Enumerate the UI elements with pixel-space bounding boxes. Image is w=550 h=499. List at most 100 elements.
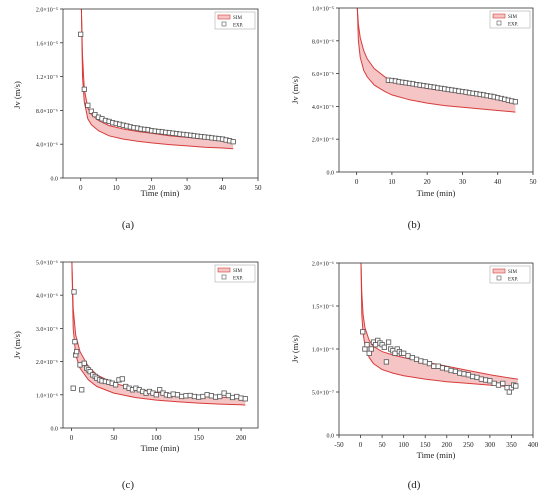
exp-point <box>426 360 433 367</box>
panel-label: (a) <box>122 219 135 231</box>
exp-point <box>401 350 407 356</box>
x-axis-label: Time (min) <box>417 188 456 198</box>
exp-point <box>506 389 512 395</box>
legend-exp-swatch <box>496 20 502 26</box>
y-tick-label: 5.0×10⁻⁷ <box>312 391 334 397</box>
exp-point <box>444 366 450 372</box>
exp-point <box>478 376 484 382</box>
exp-point <box>482 377 489 383</box>
y-tick-label: 4.0×10⁻⁶ <box>36 143 58 149</box>
exp-point <box>225 392 231 399</box>
legend-exp-swatch <box>221 274 227 280</box>
x-tick-label: 30 <box>184 184 192 192</box>
x-tick-label: 40 <box>494 178 502 186</box>
y-tick-label: 1.5×10⁻⁶ <box>312 305 334 311</box>
exp-point <box>418 358 424 364</box>
exp-point <box>113 382 119 388</box>
x-axis-label: Time (min) <box>141 188 180 198</box>
exp-point <box>81 360 87 366</box>
x-tick-label: 10 <box>388 178 396 186</box>
x-tick-label: 250 <box>463 441 474 449</box>
chart-panel-a: 0 10 20 30 40 50 0.0 4.0×10⁻⁶ 8.0×10⁻⁶ 1.2×10⁻⁵ 1.… <box>12 8 262 232</box>
exp-point <box>452 368 459 375</box>
exp-point <box>187 392 193 399</box>
exp-point <box>70 385 76 391</box>
legend-sim-label: SIM <box>233 16 242 21</box>
exp-point <box>491 380 497 387</box>
exp-point <box>439 365 446 371</box>
exp-point <box>461 371 467 377</box>
y-tick-label: 2.0×10⁻⁵ <box>36 8 58 14</box>
x-tick-label: 300 <box>485 441 496 449</box>
x-tick-label: 0 <box>355 178 359 186</box>
legend-sim-swatch <box>217 14 231 20</box>
exp-point <box>170 391 176 397</box>
exp-point <box>221 390 227 396</box>
y-axis-label: Jv (m/s) <box>12 81 22 109</box>
y-tick-label: 1.0×10⁻⁶ <box>312 348 334 354</box>
exp-point <box>360 329 366 335</box>
y-tick-label: 1.0×10⁻⁶ <box>36 393 58 399</box>
y-tick-label: 2.0×10⁻⁶ <box>36 360 58 366</box>
exp-point <box>364 342 370 348</box>
exp-point <box>157 387 163 393</box>
exp-point <box>229 394 236 401</box>
exp-point <box>179 393 185 400</box>
exp-point <box>78 31 84 37</box>
sim-lower-line <box>360 263 518 389</box>
x-tick-label: 50 <box>110 434 118 442</box>
exp-point <box>77 362 83 368</box>
exp-point <box>368 346 374 352</box>
panel-label: (d) <box>408 479 421 491</box>
sim-band <box>81 9 234 149</box>
x-tick-label: 150 <box>193 434 204 442</box>
exp-point <box>413 356 420 362</box>
exp-point <box>72 339 78 345</box>
y-tick-label: 5.0×10⁻⁶ <box>36 261 58 267</box>
exp-point <box>383 359 390 365</box>
x-tick-label: 200 <box>236 434 247 442</box>
exp-point <box>392 350 398 356</box>
exp-point <box>457 370 463 376</box>
exp-point <box>191 393 197 400</box>
exp-point <box>469 373 476 380</box>
x-tick-label: -50 <box>334 441 344 449</box>
y-tick-label: 3.0×10⁻⁶ <box>36 327 58 333</box>
exp-point <box>512 99 519 105</box>
y-tick-label: 2.0×10⁻⁶ <box>312 138 334 144</box>
exp-point <box>385 339 392 345</box>
plot-frame <box>62 261 259 429</box>
exp-point <box>381 344 387 350</box>
chart-panel-b: 0 10 20 30 40 50 0.0 2.0×10⁻⁶ 4.0×10⁻⁶ 6.0×10⁻⁶ 8.… <box>290 7 537 232</box>
legend-exp-swatch <box>496 275 502 281</box>
exp-point <box>242 396 248 402</box>
legend-sim-swatch <box>492 13 506 19</box>
exp-point <box>504 385 510 391</box>
x-tick-label: 0 <box>70 434 74 442</box>
x-tick-label: 50 <box>379 441 387 449</box>
x-tick-label: 40 <box>219 184 227 192</box>
exp-point <box>196 394 202 400</box>
y-tick-label: 0.0 <box>51 427 59 433</box>
x-tick-label: 200 <box>442 441 453 449</box>
exp-point <box>74 348 80 355</box>
exp-point <box>422 359 428 365</box>
exp-point <box>362 346 368 352</box>
x-axis-label: Time (min) <box>141 443 180 453</box>
exp-point <box>81 86 87 92</box>
y-tick-label: 1.0×10⁻⁵ <box>312 7 334 13</box>
y-tick-label: 0.0 <box>327 171 335 177</box>
y-tick-label: 8.0×10⁻⁶ <box>312 39 334 45</box>
y-tick-label: 1.2×10⁻⁵ <box>36 75 58 81</box>
plot-frame <box>62 8 259 179</box>
exp-point <box>200 393 206 400</box>
exp-point <box>500 380 506 387</box>
y-tick-label: 0.0 <box>327 434 335 440</box>
x-tick-label: 150 <box>420 441 431 449</box>
x-tick-label: 10 <box>113 184 121 192</box>
exp-point <box>85 102 91 108</box>
exp-point <box>448 367 454 374</box>
exp-point <box>183 393 189 399</box>
exp-point <box>204 392 210 398</box>
